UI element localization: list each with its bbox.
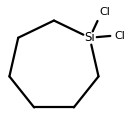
Text: Si: Si (84, 31, 95, 44)
Text: Cl: Cl (99, 7, 110, 18)
Text: Cl: Cl (114, 31, 125, 41)
